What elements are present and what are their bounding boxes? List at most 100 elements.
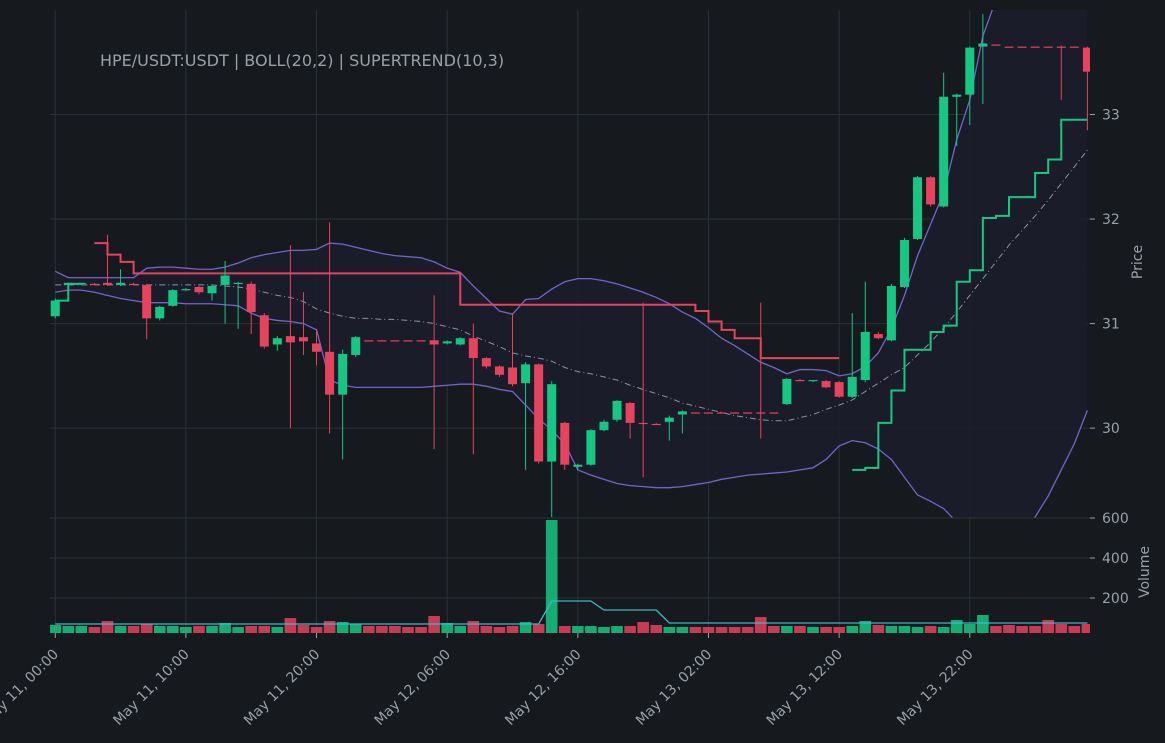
volume-bar	[624, 626, 636, 633]
volume-bar	[140, 624, 153, 633]
band-upper	[54, 10, 993, 377]
candle-body	[233, 282, 243, 285]
volume-bar	[990, 626, 1002, 633]
volume-bar	[153, 626, 166, 633]
candle-body	[285, 336, 295, 343]
candle-body	[1043, 46, 1053, 48]
band-lower	[55, 289, 1088, 518]
volume-bar	[689, 627, 702, 633]
volume-bar	[663, 627, 676, 633]
candle-body	[272, 338, 282, 345]
volume-bar	[415, 627, 427, 633]
candle-body	[351, 337, 361, 355]
candle-body	[913, 177, 923, 239]
candle-body	[965, 47, 975, 95]
volume-bar	[637, 622, 649, 633]
candle-body	[116, 282, 126, 285]
volume-bar	[585, 626, 597, 633]
candle-body	[834, 382, 844, 397]
volume-bar	[1055, 624, 1068, 633]
volume-bar	[794, 626, 806, 633]
candle-body	[416, 340, 426, 342]
volume-bar	[545, 520, 558, 633]
candle-body	[246, 283, 256, 313]
candle-body	[1056, 46, 1066, 48]
candle-body	[638, 422, 648, 425]
volume-bar	[532, 624, 545, 633]
volume-bar	[206, 626, 218, 633]
candle-body	[259, 315, 269, 347]
volume-pane	[50, 520, 1090, 633]
volume-bar	[676, 627, 689, 633]
candle-body	[808, 380, 818, 382]
candle-body	[573, 464, 583, 467]
volume-tick-label: 400	[1102, 551, 1129, 567]
volume-bar	[362, 626, 375, 633]
candle-body	[63, 282, 73, 285]
volume-bar	[872, 625, 885, 633]
candle-body	[89, 283, 99, 286]
candle-body	[782, 378, 792, 405]
volume-bar	[741, 627, 754, 633]
volume-bar	[467, 621, 480, 633]
supertrend	[55, 282, 82, 302]
volume-bar	[167, 626, 179, 633]
candle-body	[455, 338, 465, 345]
candle-body	[168, 290, 178, 306]
candle-body	[703, 412, 713, 414]
price-pane	[50, 10, 1090, 518]
candle-body	[521, 364, 531, 384]
volume-bar	[611, 626, 623, 633]
volume-bar	[715, 627, 728, 633]
candle-body	[468, 338, 478, 359]
candle-body	[952, 94, 962, 97]
candle-body	[76, 282, 86, 285]
candle-body	[821, 381, 831, 388]
volume-ma	[55, 600, 1088, 625]
candle-body	[312, 343, 322, 352]
candle-body	[338, 353, 348, 395]
volume-bar	[336, 622, 349, 633]
candle-body	[298, 337, 308, 342]
volume-bar	[558, 626, 571, 633]
volume-axis-label: Volume	[1137, 546, 1153, 598]
volume-bar	[1042, 620, 1054, 633]
y-axis-label: Price	[1130, 245, 1146, 279]
candle-body	[50, 300, 60, 317]
volume-bar	[62, 626, 75, 633]
candle-body	[377, 340, 387, 342]
candle-body	[1004, 46, 1014, 48]
volume-tick-label: 600	[1102, 511, 1129, 527]
volume-bar	[349, 624, 362, 633]
volume-bar	[885, 626, 898, 633]
candle-body	[886, 285, 896, 341]
candle-body	[978, 43, 988, 47]
volume-bar	[75, 626, 88, 633]
volume-bar	[833, 627, 845, 633]
candle-body	[926, 177, 936, 205]
volume-bar	[1016, 626, 1028, 633]
volume-bar	[572, 626, 584, 633]
volume-bar	[441, 623, 453, 633]
candle-body	[625, 403, 635, 423]
volume-bar	[977, 615, 989, 633]
volume-bar	[754, 617, 767, 633]
candle-body	[560, 422, 570, 465]
candle-body	[429, 340, 439, 345]
candle-body	[442, 341, 452, 344]
candle-body	[612, 400, 622, 420]
candle-body	[717, 412, 727, 414]
candle-body	[129, 283, 139, 286]
candle-body	[730, 412, 740, 414]
candle-body	[756, 412, 766, 414]
volume-bar	[114, 626, 127, 633]
candle-body	[102, 282, 112, 285]
volume-bar	[258, 626, 271, 633]
candle-body	[481, 358, 491, 367]
volume-bar	[1029, 626, 1041, 633]
candle-body	[677, 411, 687, 415]
supertrend	[852, 118, 1088, 471]
chart-title: HPE/USDT:USDT | BOLL(20,2) | SUPERTREND(…	[100, 51, 504, 70]
volume-bar	[493, 627, 506, 633]
